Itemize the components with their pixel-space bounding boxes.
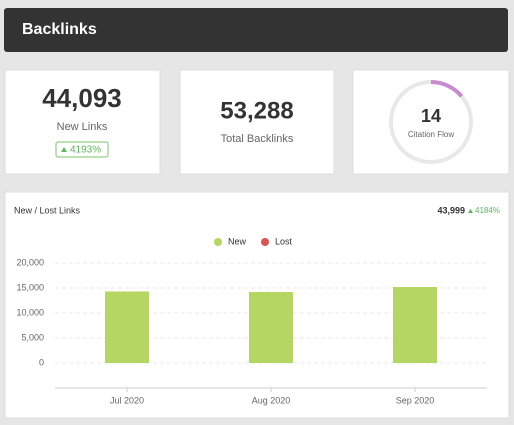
chart-total: 43,999 <box>437 205 465 215</box>
x-tick-label: Sep 2020 <box>396 395 435 405</box>
header-bar <box>4 8 508 52</box>
card <box>179 69 335 175</box>
chart-title: New / Lost Links <box>14 205 81 215</box>
card-label: Citation Flow <box>408 130 454 139</box>
chart-change: 4184% <box>475 206 500 215</box>
legend-label: Lost <box>275 236 293 246</box>
plot: 0 5,000 10,000 15,000 20,000 New Lost Jul 2020 A… <box>16 236 487 405</box>
x-tick-label: Aug 2020 <box>252 395 291 405</box>
y-tick-label: 20,000 <box>16 257 44 267</box>
x-tick-label: Jul 2020 <box>110 395 144 405</box>
header-title: Backlinks <box>22 21 97 38</box>
card-value: 53,288 <box>220 97 293 124</box>
card-value: 44,093 <box>42 83 122 113</box>
legend-swatch <box>214 238 222 246</box>
legend-swatch <box>261 238 269 246</box>
bar <box>393 287 437 363</box>
up-arrow <box>61 147 67 152</box>
bar <box>249 292 293 363</box>
y-tick-label: 0 <box>39 357 44 367</box>
card <box>352 69 510 175</box>
y-tick-label: 10,000 <box>16 307 44 317</box>
bar <box>105 291 149 363</box>
up-arrow <box>468 209 473 213</box>
change-text: 4193% <box>70 145 101 156</box>
legend-label: New <box>228 236 247 246</box>
y-tick-label: 15,000 <box>16 282 44 292</box>
card-label: Total Backlinks <box>221 133 294 145</box>
card-label: New Links <box>57 121 108 133</box>
gauge-arc <box>430 80 464 98</box>
change-badge <box>55 141 109 158</box>
card-value: 14 <box>421 106 441 126</box>
y-tick-label: 5,000 <box>21 332 44 342</box>
